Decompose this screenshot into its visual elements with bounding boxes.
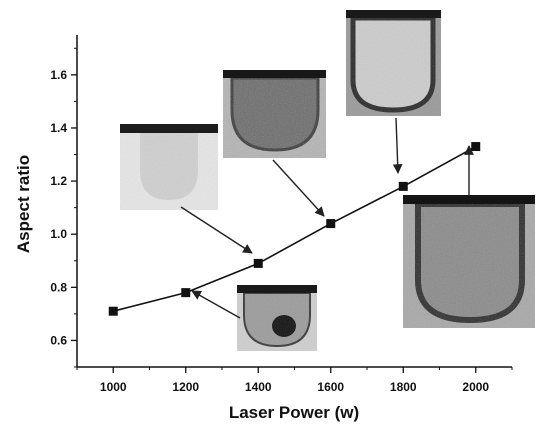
x-tick-label: 1800 (390, 380, 417, 394)
data-point (398, 181, 408, 191)
inset-images (120, 10, 535, 351)
x-tick-label: 1400 (245, 380, 272, 394)
data-point (108, 306, 118, 316)
x-tick-label: 2000 (462, 380, 489, 394)
x-tick-label: 1200 (172, 380, 199, 394)
y-axis-title: Aspect ratio (14, 155, 33, 253)
y-tick-label: 1.2 (50, 174, 67, 188)
arrow-to-1200w (191, 290, 241, 319)
x-axis-title: Laser Power (w) (229, 403, 359, 422)
data-point (181, 288, 191, 298)
data-point (326, 219, 336, 229)
tick-labels: 1000 1200 1400 1600 1800 2000 0.6 0.8 1.0 1.2 1.4 1… (50, 68, 489, 394)
micrograph-1200w (237, 285, 317, 351)
y-tick-label: 1.4 (50, 121, 67, 135)
arrow-to-1800w (392, 117, 403, 174)
arrow-to-1400w (180, 206, 253, 254)
micrograph-1800w (346, 10, 441, 116)
series-markers (108, 142, 481, 316)
y-tick-label: 1.6 (50, 68, 67, 82)
micrograph-1600w (223, 70, 326, 158)
ticks (71, 47, 513, 373)
y-tick-label: 0.6 (50, 333, 67, 347)
x-tick-label: 1600 (317, 380, 344, 394)
data-point (253, 258, 263, 268)
arrow-to-1600w (272, 159, 325, 217)
y-tick-label: 0.8 (50, 280, 67, 294)
annotation-arrows (180, 117, 474, 319)
y-tick-label: 1.0 (50, 227, 67, 241)
x-tick-label: 1000 (100, 380, 127, 394)
data-point (471, 142, 481, 152)
series-line (113, 145, 477, 312)
micrograph-2000w (403, 195, 535, 328)
micrograph-1000w (120, 124, 218, 210)
